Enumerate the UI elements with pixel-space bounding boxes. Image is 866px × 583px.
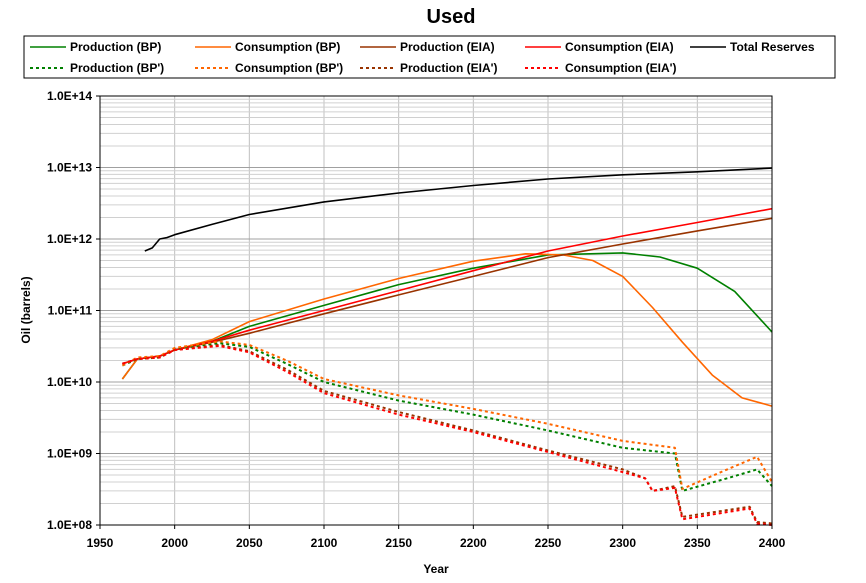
series-line-consumption-eia <box>122 207 773 365</box>
x-axis-ticks: 1950 2000 2050 2100 2150 2200 2250 2300 2350 2400 <box>87 525 786 550</box>
x-tick-label: 1950 <box>87 536 114 550</box>
y-tick-label: 1.0E+12 <box>47 232 92 246</box>
series-line-consumption-eia-dotted <box>122 344 773 526</box>
legend-label: Production (EIA') <box>400 61 498 75</box>
x-tick-label: 2250 <box>535 536 562 550</box>
y-tick-label: 1.0E+10 <box>47 375 92 389</box>
x-tick-label: 2300 <box>609 536 636 550</box>
series-layer <box>121 167 773 526</box>
x-tick-label: 2000 <box>161 536 188 550</box>
y-tick-label: 1.0E+14 <box>47 89 92 103</box>
plot-area <box>99 95 773 526</box>
legend-label: Production (BP') <box>70 61 164 75</box>
y-tick-label: 1.0E+13 <box>47 161 92 175</box>
x-axis-label: Year <box>423 562 449 576</box>
legend-label: Consumption (BP) <box>235 40 340 54</box>
y-tick-label: 1.0E+08 <box>47 518 92 532</box>
legend-label: Consumption (EIA') <box>565 61 677 75</box>
legend-box <box>23 35 836 79</box>
y-axis-label: Oil (barrels) <box>19 276 33 343</box>
legend-label: Total Reserves <box>730 40 815 54</box>
legend-label: Production (BP) <box>70 40 161 54</box>
series-line-total-reserves <box>144 167 773 252</box>
y-tick-label: 1.0E+11 <box>48 304 93 318</box>
x-tick-label: 2400 <box>759 536 786 550</box>
y-tick-label: 1.0E+09 <box>47 447 92 461</box>
legend-label: Consumption (EIA) <box>565 40 674 54</box>
legend: Production (BP) Consumption (BP) Productio… <box>23 35 836 79</box>
series-line-consumption-bp-dotted <box>121 340 773 490</box>
legend-label: Consumption (BP') <box>235 61 343 75</box>
x-tick-label: 2200 <box>460 536 487 550</box>
legend-label: Production (EIA) <box>400 40 495 54</box>
x-tick-label: 2150 <box>385 536 412 550</box>
x-tick-label: 2350 <box>684 536 711 550</box>
gridlines <box>100 96 772 525</box>
x-tick-label: 2100 <box>311 536 338 550</box>
x-tick-label: 2050 <box>236 536 263 550</box>
y-axis-ticks: 1.0E+08 1.0E+09 1.0E+10 1.0E+11 1.0E+12 1.0E+… <box>47 89 100 532</box>
chart-title: Used <box>427 6 476 28</box>
